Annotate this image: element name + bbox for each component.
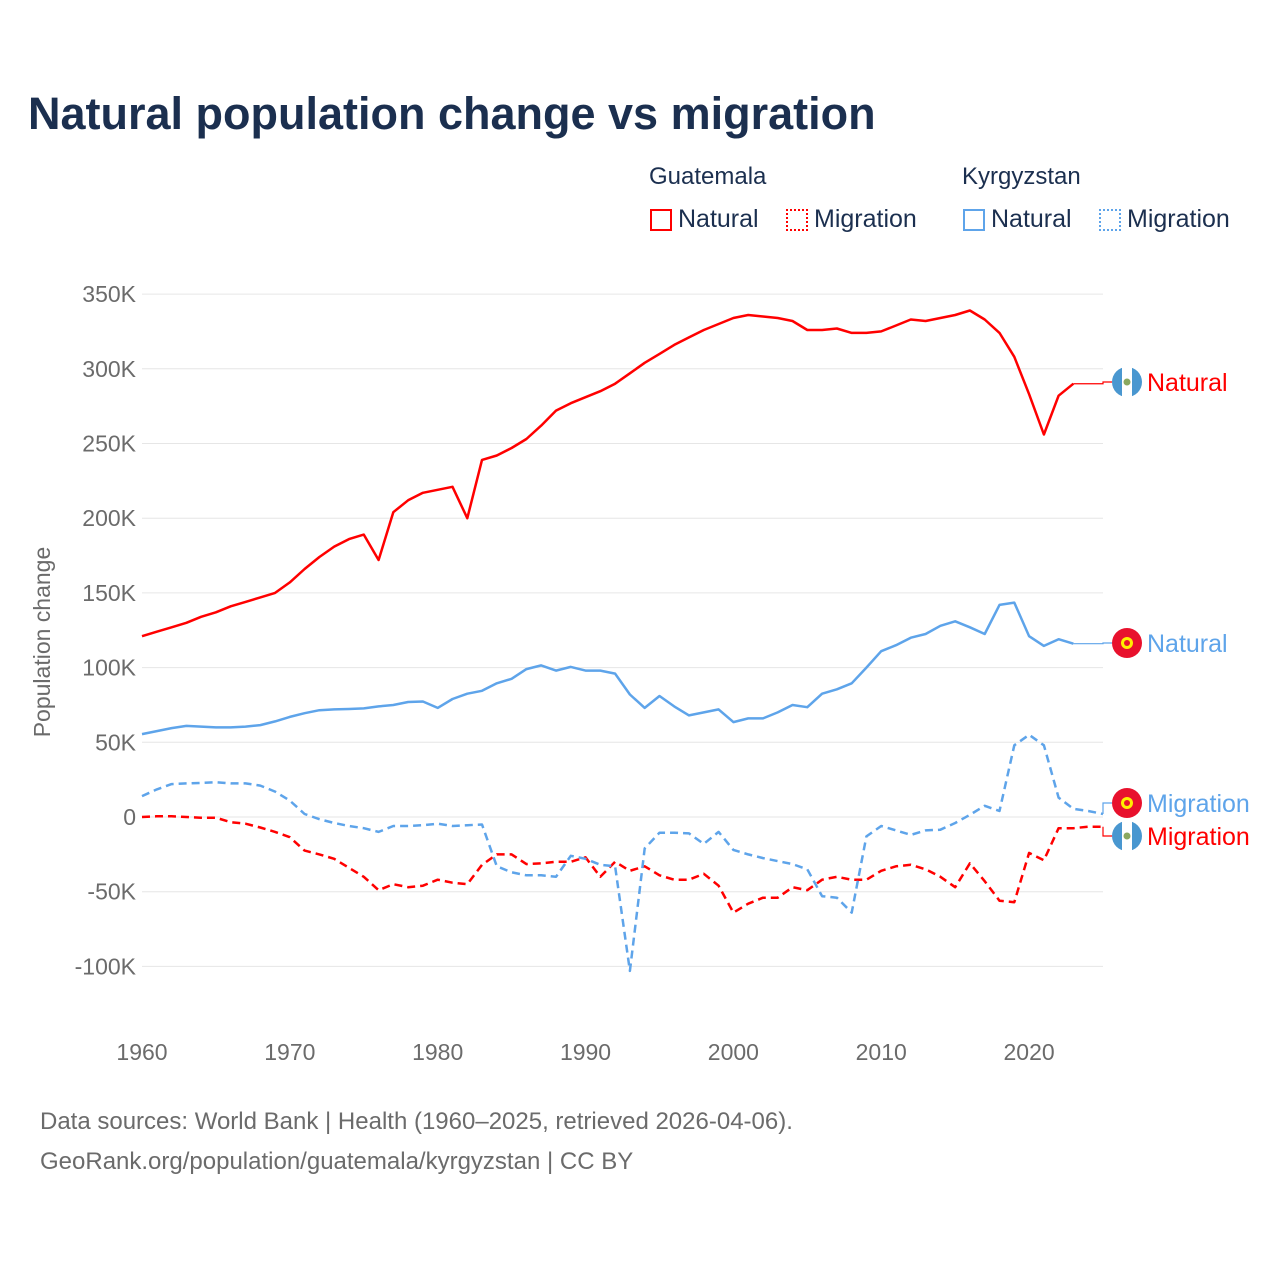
y-tick-label: -100K xyxy=(75,953,137,979)
flag-emblem xyxy=(1123,832,1131,840)
footer-credit: GeoRank.org/population/guatemala/kyrgyzs… xyxy=(40,1148,634,1175)
flag-sun-ring xyxy=(1124,800,1130,806)
legend-swatch-dotted xyxy=(786,208,808,231)
flag-emblem xyxy=(1123,378,1131,386)
series-end-label: Migration xyxy=(1147,790,1250,818)
legend-label: Migration xyxy=(814,205,917,233)
x-tick-label: 1990 xyxy=(560,1039,611,1065)
series-end-label: Natural xyxy=(1147,630,1228,658)
legend-guatemala-migration[interactable]: Migration xyxy=(786,205,917,234)
legend-guatemala-natural[interactable]: Natural xyxy=(650,205,759,234)
y-tick-label: 250K xyxy=(82,431,136,457)
y-tick-label: 200K xyxy=(82,505,136,531)
guatemala-flag-icon xyxy=(1112,367,1142,397)
y-tick-label: 300K xyxy=(82,356,136,382)
label-connector xyxy=(1102,826,1112,837)
label-connector xyxy=(1102,802,1112,815)
y-tick-label: 100K xyxy=(82,655,136,681)
x-tick-label: 1960 xyxy=(116,1039,167,1065)
series-line-kyrgyzstan-migration xyxy=(141,733,1104,973)
legend-swatch-solid xyxy=(963,208,985,231)
y-axis-label: Population change xyxy=(29,547,55,738)
series-line-guatemala-natural xyxy=(141,309,1075,638)
legend-kyrgyzstan-natural[interactable]: Natural xyxy=(963,205,1072,234)
series-line-kyrgyzstan-natural xyxy=(141,601,1074,736)
x-tick-label: 2010 xyxy=(856,1039,907,1065)
x-tick-label: 2020 xyxy=(1003,1039,1054,1065)
label-connector xyxy=(1073,381,1112,385)
y-tick-label: 50K xyxy=(95,729,137,755)
kyrgyzstan-flag-icon xyxy=(1112,788,1142,818)
series-line-guatemala-migration xyxy=(141,815,1103,914)
legend-label: Natural xyxy=(678,205,759,233)
y-tick-label: 350K xyxy=(82,281,136,307)
flag-sun-ring xyxy=(1124,640,1130,646)
guatemala-flag-icon xyxy=(1112,821,1142,851)
legend-swatch-dotted xyxy=(1099,208,1121,231)
x-tick-label: 1980 xyxy=(412,1039,463,1065)
legend-kyrgyzstan-migration[interactable]: Migration xyxy=(1099,205,1230,234)
legend-label: Natural xyxy=(991,205,1072,233)
label-connector xyxy=(1073,642,1112,645)
legend-group-kyrgyzstan: Kyrgyzstan xyxy=(962,163,1081,190)
x-tick-label: 1970 xyxy=(264,1039,315,1065)
legend-group-guatemala: Guatemala xyxy=(649,163,767,190)
series-end-label: Migration xyxy=(1147,823,1250,851)
series-end-label: Natural xyxy=(1147,369,1228,397)
y-tick-label: 150K xyxy=(82,580,136,606)
y-tick-label: -50K xyxy=(87,879,136,905)
footer-sources: Data sources: World Bank | Health (1960–… xyxy=(40,1108,793,1135)
x-tick-label: 2000 xyxy=(708,1039,759,1065)
kyrgyzstan-flag-icon xyxy=(1112,628,1142,658)
chart-title: Natural population change vs migration xyxy=(28,88,876,139)
legend-swatch-solid xyxy=(650,208,672,231)
legend-label: Migration xyxy=(1127,205,1230,233)
y-tick-label: 0 xyxy=(123,804,136,830)
